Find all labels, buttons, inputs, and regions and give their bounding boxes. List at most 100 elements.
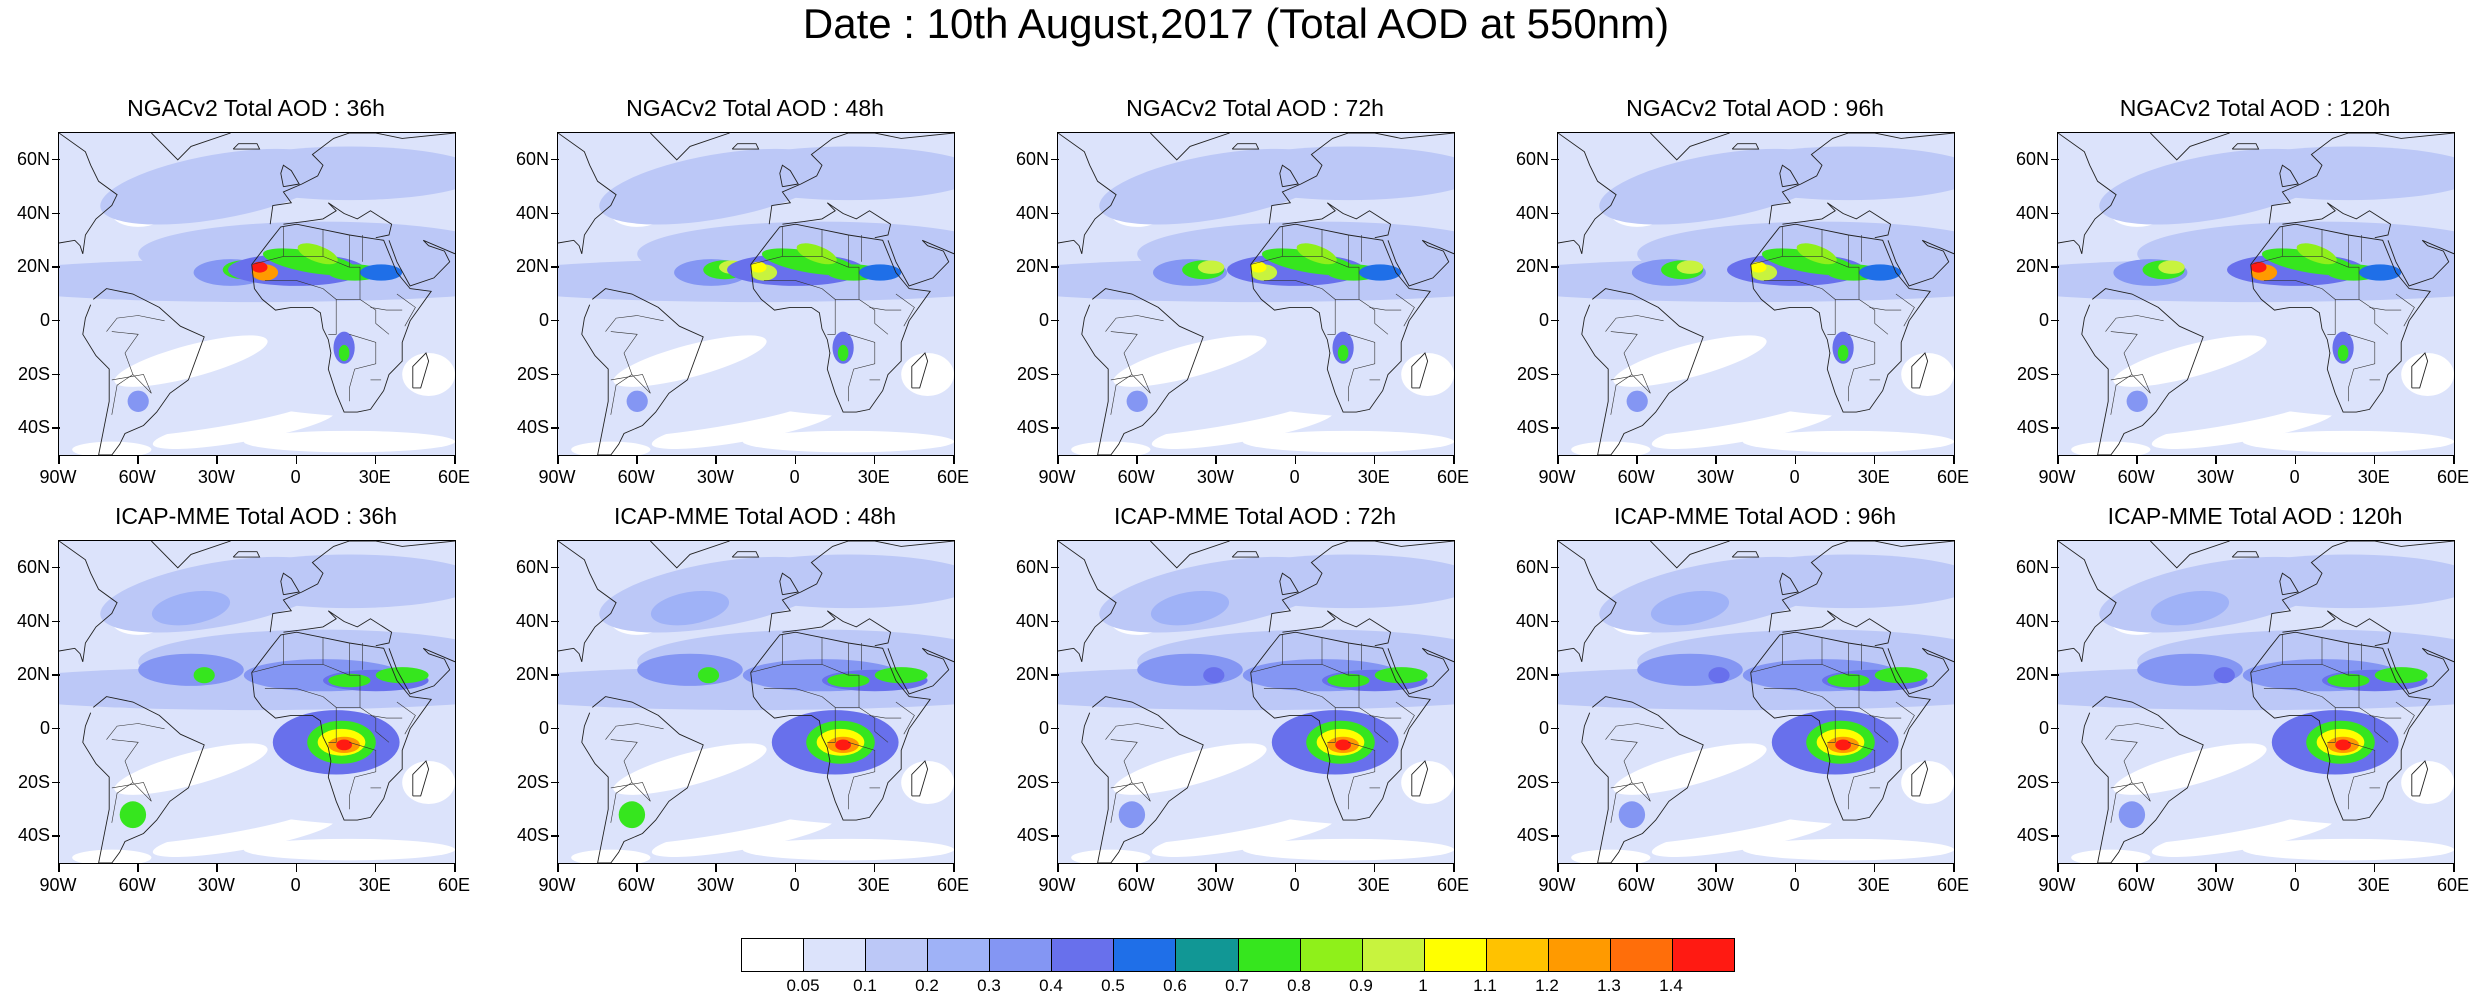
lon-tick xyxy=(1715,456,1717,464)
lon-tick-label: 60E xyxy=(1936,467,1970,487)
aod-plume xyxy=(1837,344,1849,362)
coastline xyxy=(1268,133,1454,225)
lon-tick xyxy=(1215,456,1217,464)
country-border xyxy=(2250,256,2360,300)
lon-tick xyxy=(1557,456,1559,464)
country-border xyxy=(2369,307,2402,311)
aod-plume xyxy=(837,344,849,362)
aod-plume xyxy=(1796,243,1837,265)
lat-tick-label: 20S xyxy=(1516,771,1549,792)
country-border xyxy=(2110,374,2133,415)
lat-tick xyxy=(52,835,60,837)
lat-tick-label: 20N xyxy=(1015,664,1049,685)
country-border xyxy=(610,739,651,802)
lat-tick-label: 20S xyxy=(17,363,50,384)
country-border xyxy=(1858,299,1889,335)
lat-tick xyxy=(52,781,60,783)
coastline xyxy=(1558,133,1617,254)
colorbar-label: 0.3 xyxy=(977,976,1001,995)
coastline xyxy=(412,352,430,389)
coastline xyxy=(782,610,892,647)
coastline xyxy=(2411,352,2429,389)
lon-tick-label: 60E xyxy=(437,875,471,895)
country-border xyxy=(2105,315,2164,332)
coastline xyxy=(558,541,617,662)
coastline xyxy=(1731,551,1760,558)
lat-tick-label: 40S xyxy=(1016,417,1049,438)
aod-plume xyxy=(1637,653,1743,686)
coastline xyxy=(2231,143,2260,150)
lon-tick-label: 30E xyxy=(358,467,391,487)
lon-tick xyxy=(454,456,456,464)
lon-tick xyxy=(137,456,139,464)
colorbar-label: 1.3 xyxy=(1597,976,1621,995)
lon-tick xyxy=(1794,864,1797,872)
aod-plume xyxy=(2216,554,2454,609)
country-border xyxy=(106,315,165,332)
lon-tick xyxy=(2373,864,2376,872)
country-border xyxy=(869,307,902,311)
lat-tick xyxy=(1551,158,1559,161)
coastline xyxy=(558,133,617,254)
lat-tick xyxy=(1551,620,1559,622)
country-border xyxy=(2327,707,2336,743)
colorbar-label: 0.4 xyxy=(1039,976,1063,995)
lon-tick-label: 30E xyxy=(1857,467,1890,487)
lat-tick xyxy=(1051,319,1059,322)
coastline xyxy=(82,288,205,455)
lat-tick-label: 20N xyxy=(515,664,549,685)
colorbar-label: 0.6 xyxy=(1163,976,1187,995)
colorbar-box xyxy=(1610,939,1673,971)
lat-tick xyxy=(551,319,559,322)
lat-tick xyxy=(2051,835,2059,837)
aod-map xyxy=(1057,540,1455,864)
aod-plume xyxy=(2216,793,2428,826)
aod-plume xyxy=(637,653,743,686)
lat-tick-label: 20S xyxy=(1016,771,1049,792)
aod-plume xyxy=(1716,554,1954,609)
colorbar-label: 0.05 xyxy=(786,976,820,995)
coastline xyxy=(82,696,205,863)
coastline xyxy=(1387,239,1454,287)
coastline xyxy=(59,133,118,254)
aod-plume xyxy=(2335,739,2351,751)
lon-tick xyxy=(2215,456,2217,464)
lon-tick-label: 90W xyxy=(538,467,576,487)
lon-tick xyxy=(1873,456,1876,464)
coastline xyxy=(2268,541,2454,633)
aod-field xyxy=(59,133,455,455)
aod-plume xyxy=(2250,261,2267,273)
lon-tick-label: 90W xyxy=(1038,467,1076,487)
lon-tick xyxy=(2294,864,2297,872)
country-border xyxy=(1395,293,1415,327)
lon-tick xyxy=(1794,456,1797,464)
lat-tick-label: 0 xyxy=(2038,309,2049,330)
lat-tick xyxy=(551,212,559,214)
colorbar-label: 1 xyxy=(1418,976,1428,995)
aod-field xyxy=(1058,541,1454,863)
lat-tick xyxy=(52,212,60,214)
coastline xyxy=(750,631,932,821)
lat-tick-label: 60N xyxy=(1015,148,1049,169)
coastline xyxy=(1782,610,1892,647)
lon-tick xyxy=(2453,456,2455,464)
country-border xyxy=(1869,715,1902,719)
aod-map xyxy=(1057,132,1455,456)
lon-tick-label: 0 xyxy=(1789,875,1800,895)
lon-tick-label: 60W xyxy=(1617,467,1655,487)
country-border xyxy=(895,701,915,735)
lon-tick xyxy=(953,864,955,872)
lon-tick-label: 30E xyxy=(857,875,890,895)
lat-tick xyxy=(1051,674,1059,676)
lon-tick-label: 0 xyxy=(789,467,800,487)
coastline xyxy=(1411,760,1429,797)
lat-tick xyxy=(1551,427,1559,429)
aod-plume xyxy=(2296,243,2337,265)
lon-tick-label: 60E xyxy=(1436,467,1470,487)
country-border xyxy=(2358,707,2389,743)
coastline xyxy=(887,647,954,695)
aod-plume xyxy=(618,801,646,829)
lat-tick-label: 40S xyxy=(17,825,50,846)
colorbar-label: 0.8 xyxy=(1287,976,1311,995)
coastline xyxy=(1279,164,1299,188)
